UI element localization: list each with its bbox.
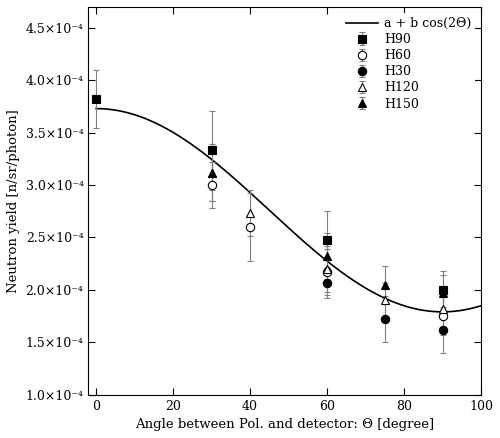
Y-axis label: Neutron yield [n/sr/photon]: Neutron yield [n/sr/photon] <box>7 109 20 293</box>
X-axis label: Angle between Pol. and detector: Θ [degree]: Angle between Pol. and detector: Θ [degr… <box>135 418 434 431</box>
Legend: a + b cos(2Θ), H90, H60, H30, H120, H150: a + b cos(2Θ), H90, H60, H30, H120, H150 <box>342 13 475 114</box>
